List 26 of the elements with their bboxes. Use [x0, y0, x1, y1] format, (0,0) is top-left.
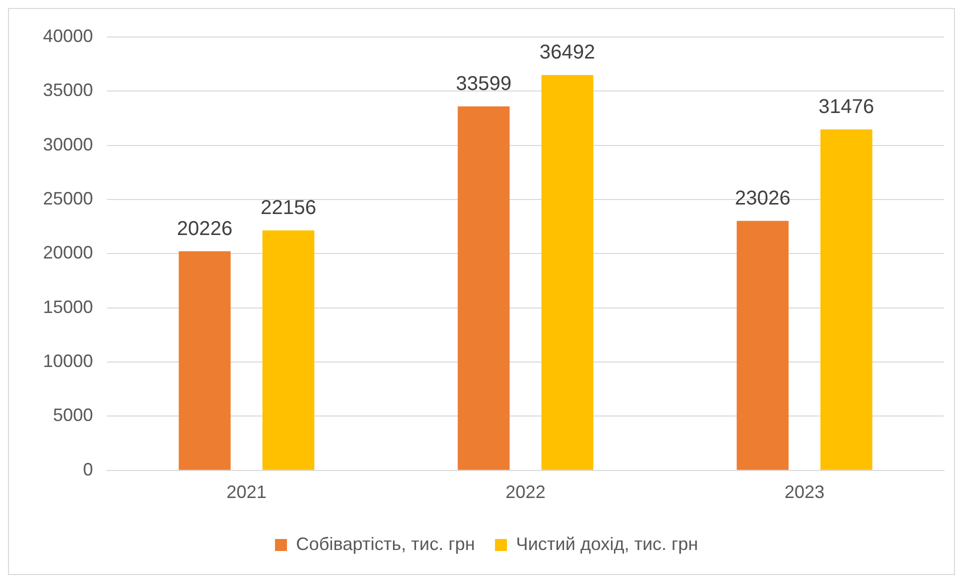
- bar: [541, 75, 594, 470]
- y-tick-label: 5000: [53, 405, 94, 426]
- data-label: 33599: [456, 72, 512, 95]
- y-tick-label: 35000: [42, 80, 94, 100]
- data-label: 31476: [818, 96, 874, 118]
- bar: [736, 220, 789, 470]
- y-tick-label: 0: [83, 459, 94, 480]
- x-tick-label: 2021: [226, 482, 267, 502]
- data-label: 23026: [734, 187, 790, 210]
- y-tick-label: 40000: [42, 26, 94, 46]
- x-tick-label: 2022: [506, 482, 546, 502]
- x-tick-label: 2023: [784, 482, 825, 502]
- bar: [820, 129, 872, 470]
- legend-label: Собівартість, тис. грн: [296, 534, 475, 554]
- data-label: 22156: [260, 196, 316, 219]
- y-tick-label: 15000: [42, 296, 94, 317]
- bar: [458, 106, 510, 470]
- y-tick-label: 25000: [42, 188, 94, 208]
- y-tick-label: 10000: [42, 351, 94, 372]
- data-label: 20226: [176, 218, 233, 240]
- y-tick-label: 20000: [42, 242, 94, 263]
- bar: [262, 230, 314, 470]
- legend-label: Чистий дохід, тис. грн: [516, 534, 698, 554]
- y-tick-label: 30000: [42, 134, 94, 154]
- data-label: 36492: [540, 42, 596, 64]
- bar: [178, 251, 231, 470]
